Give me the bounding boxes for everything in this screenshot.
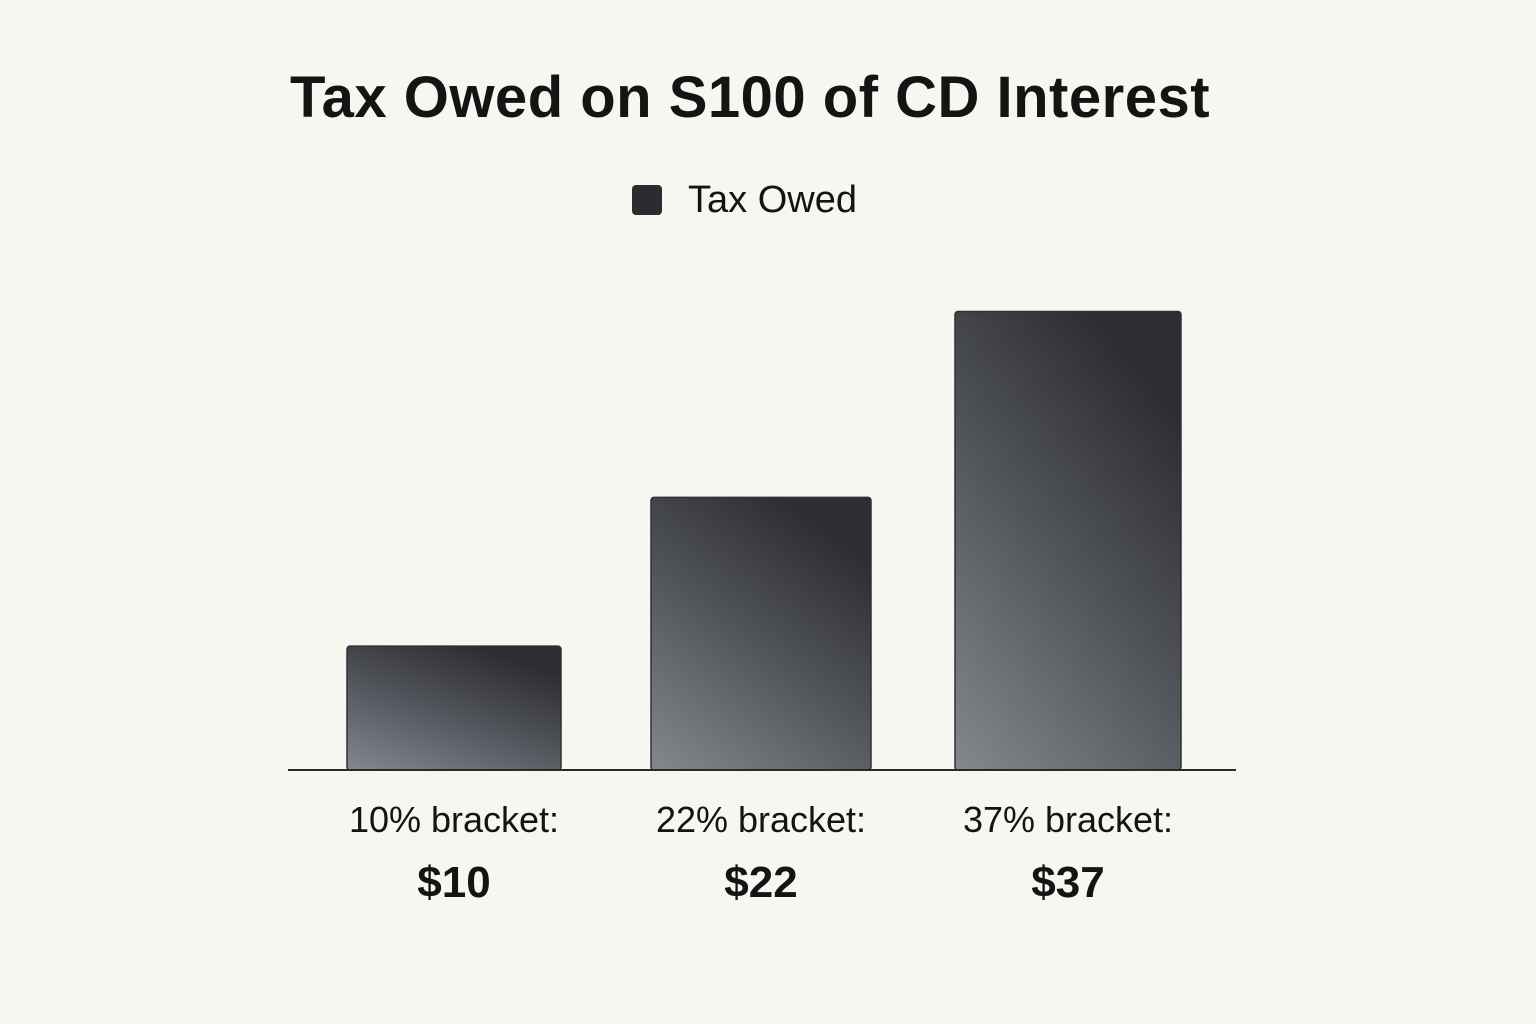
bar-2 bbox=[650, 496, 872, 771]
category-label-1: 10% bracket: bbox=[349, 799, 559, 840]
value-label-2: $22 bbox=[724, 858, 797, 907]
value-label-3: $37 bbox=[1031, 858, 1104, 907]
bars-layer bbox=[346, 310, 1182, 771]
category-label-2: 22% bracket: bbox=[656, 799, 866, 840]
labels-layer: 10% bracket: $10 22% bracket: $22 37% bracke… bbox=[349, 799, 1173, 907]
legend-swatch bbox=[632, 185, 662, 215]
chart-title: Tax Owed on S100 of CD Interest bbox=[289, 65, 1211, 130]
bar-3 bbox=[954, 310, 1182, 771]
bar-1 bbox=[346, 645, 562, 771]
legend-label-tax-owed: Tax Owed bbox=[688, 178, 857, 221]
value-label-1: $10 bbox=[417, 858, 490, 907]
category-label-3: 37% bracket: bbox=[963, 799, 1173, 840]
legend: Tax Owed bbox=[632, 178, 857, 222]
